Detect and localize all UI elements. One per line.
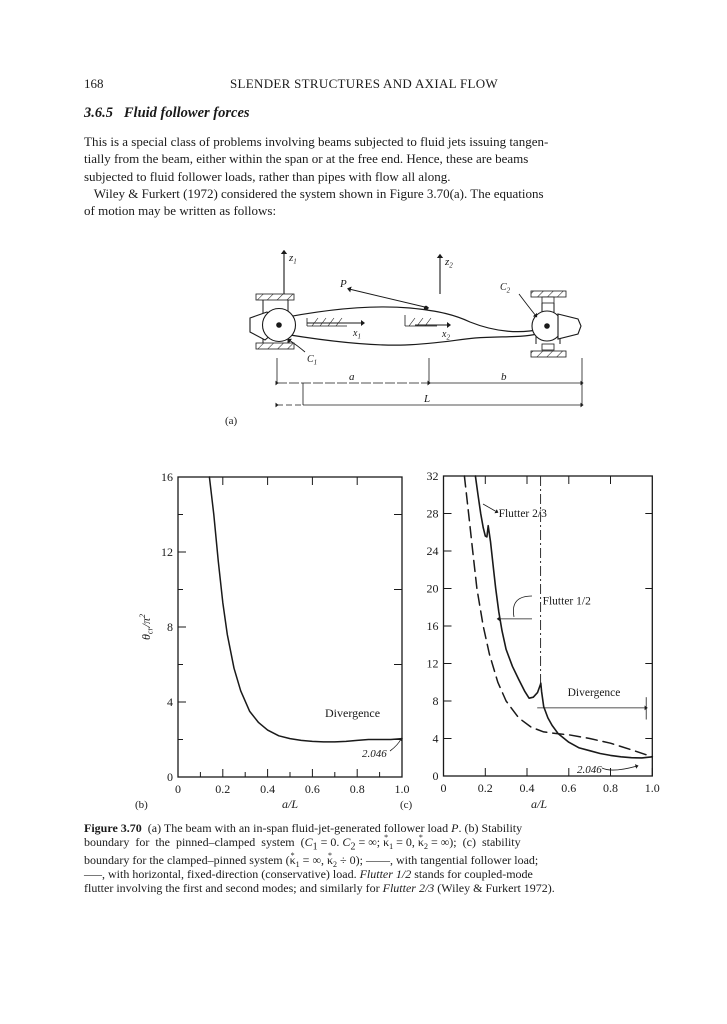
svg-text:a/L: a/L	[531, 797, 547, 811]
svg-text:0: 0	[433, 769, 439, 783]
svg-text:0.2: 0.2	[478, 781, 493, 795]
svg-text:Flutter 2/3: Flutter 2/3	[499, 508, 547, 520]
svg-text:28: 28	[427, 507, 439, 521]
svg-text:0.8: 0.8	[350, 782, 365, 796]
svg-text:Flutter 1/2: Flutter 1/2	[543, 596, 591, 608]
svg-text:12: 12	[427, 657, 439, 671]
svg-text:L: L	[423, 393, 430, 405]
svg-text:θcr/π2: θcr/π2	[138, 614, 155, 640]
svg-text:4: 4	[167, 695, 173, 709]
svg-text:z1: z1	[288, 252, 297, 266]
svg-text:8: 8	[433, 694, 439, 708]
svg-text:(c): (c)	[400, 799, 413, 811]
svg-text:2.046: 2.046	[577, 764, 602, 776]
svg-text:(a): (a)	[225, 415, 238, 427]
svg-text:0.6: 0.6	[561, 781, 576, 795]
svg-text:0.2: 0.2	[215, 782, 230, 796]
svg-text:(b): (b)	[135, 799, 148, 811]
svg-text:24: 24	[427, 544, 439, 558]
svg-text:b: b	[501, 371, 507, 383]
svg-text:20: 20	[427, 582, 439, 596]
svg-text:P: P	[339, 278, 347, 290]
svg-text:32: 32	[427, 469, 439, 483]
svg-text:0.6: 0.6	[305, 782, 320, 796]
svg-text:Divergence: Divergence	[325, 706, 380, 720]
svg-text:0.4: 0.4	[260, 782, 275, 796]
svg-text:0: 0	[441, 781, 447, 795]
svg-text:12: 12	[161, 545, 173, 559]
svg-text:z2: z2	[444, 256, 453, 270]
svg-text:16: 16	[161, 470, 173, 484]
svg-text:16: 16	[427, 619, 439, 633]
svg-text:a/L: a/L	[282, 797, 298, 811]
svg-text:x2: x2	[441, 329, 450, 342]
svg-text:Divergence: Divergence	[568, 687, 621, 699]
svg-text:C2: C2	[500, 282, 511, 295]
svg-text:4: 4	[433, 732, 439, 746]
svg-text:8: 8	[167, 620, 173, 634]
svg-text:a: a	[349, 371, 355, 383]
svg-text:C1: C1	[307, 354, 317, 367]
svg-text:x1: x1	[352, 328, 361, 341]
svg-text:1.0: 1.0	[645, 781, 660, 795]
svg-text:0: 0	[167, 770, 173, 784]
svg-text:0.8: 0.8	[603, 781, 618, 795]
svg-text:0: 0	[175, 782, 181, 796]
svg-text:0.4: 0.4	[520, 781, 535, 795]
